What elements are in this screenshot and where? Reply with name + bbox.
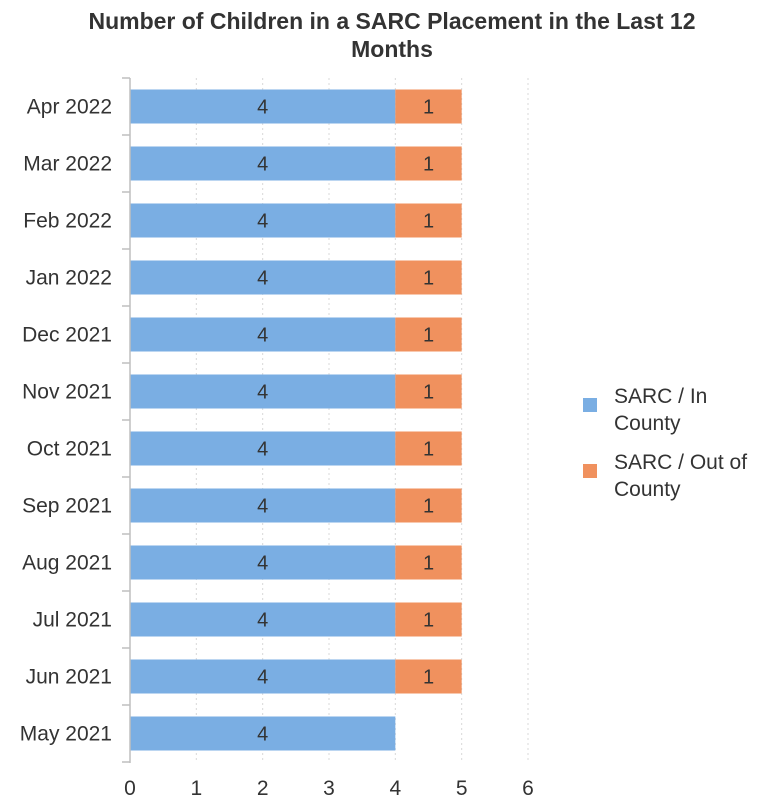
bar-segment bbox=[395, 89, 462, 124]
bar-segment bbox=[395, 146, 462, 181]
data-label: 4 bbox=[257, 439, 268, 461]
data-label: 1 bbox=[423, 325, 434, 347]
bar-segment bbox=[130, 146, 396, 181]
axes: 0 1 2 3 4 5 6 Apr 2022 Mar 2022 Feb 2022 Jan 2022 D… bbox=[20, 77, 534, 800]
y-category-label: Dec 2021 bbox=[22, 324, 112, 347]
bar-segment bbox=[395, 260, 462, 295]
data-label: 4 bbox=[257, 610, 268, 632]
y-category-label: Mar 2022 bbox=[23, 153, 112, 176]
x-tick-label: 6 bbox=[522, 777, 534, 800]
bar-segment bbox=[130, 431, 396, 466]
legend-swatch bbox=[583, 398, 597, 412]
legend: SARC / In County SARC / Out of County bbox=[583, 385, 747, 501]
bar-segment bbox=[395, 602, 462, 637]
y-category-label: Aug 2021 bbox=[22, 552, 112, 575]
y-category-label: Sep 2021 bbox=[22, 495, 112, 518]
y-category-label: Nov 2021 bbox=[22, 381, 112, 404]
data-label: 4 bbox=[257, 496, 268, 518]
data-label: 1 bbox=[423, 97, 434, 119]
y-category-label: Jul 2021 bbox=[33, 609, 112, 632]
y-category-label: Jun 2021 bbox=[26, 666, 112, 689]
y-category-label: Oct 2021 bbox=[27, 438, 112, 461]
bar-segment bbox=[130, 545, 396, 580]
legend-label: SARC / In bbox=[614, 385, 707, 408]
x-tick-label: 5 bbox=[456, 777, 468, 800]
legend-label: SARC / Out of bbox=[614, 451, 747, 474]
bars: 4 1 4 1 4 1 4 1 4 1 4 1 4 1 4 1 4 1 4 1 4 1 4 bbox=[130, 89, 462, 751]
legend-swatch bbox=[583, 464, 597, 478]
y-category-label: May 2021 bbox=[20, 723, 112, 746]
legend-label: County bbox=[614, 478, 681, 501]
bar-segment bbox=[395, 431, 462, 466]
data-label: 1 bbox=[423, 439, 434, 461]
data-label: 1 bbox=[423, 268, 434, 290]
x-tick-label: 3 bbox=[323, 777, 335, 800]
chart-title-line-2: Months bbox=[351, 36, 433, 62]
data-label: 1 bbox=[423, 553, 434, 575]
data-label: 1 bbox=[423, 667, 434, 689]
y-category-label: Apr 2022 bbox=[27, 96, 112, 119]
chart-title: Number of Children in a SARC Placement i… bbox=[88, 8, 695, 62]
x-tick-label: 0 bbox=[124, 777, 136, 800]
data-label: 1 bbox=[423, 496, 434, 518]
bar-segment bbox=[395, 374, 462, 409]
x-tick-label: 2 bbox=[257, 777, 269, 800]
data-label: 4 bbox=[257, 382, 268, 404]
bar-segment bbox=[130, 374, 396, 409]
bar-segment bbox=[130, 602, 396, 637]
gridlines bbox=[195, 78, 529, 763]
bar-segment bbox=[395, 488, 462, 523]
bar-segment bbox=[130, 659, 396, 694]
data-label: 4 bbox=[257, 553, 268, 575]
bar-segment bbox=[395, 545, 462, 580]
data-label: 1 bbox=[423, 382, 434, 404]
data-label: 1 bbox=[423, 211, 434, 233]
data-label: 4 bbox=[257, 97, 268, 119]
y-category-label: Feb 2022 bbox=[23, 210, 112, 233]
data-label: 4 bbox=[257, 154, 268, 176]
data-label: 4 bbox=[257, 268, 268, 290]
data-label: 4 bbox=[257, 211, 268, 233]
bar-segment bbox=[395, 203, 462, 238]
bar-segment bbox=[395, 317, 462, 352]
chart-title-line-1: Number of Children in a SARC Placement i… bbox=[88, 8, 695, 34]
bar-segment bbox=[130, 260, 396, 295]
x-tick-label: 4 bbox=[389, 777, 401, 800]
bar-segment bbox=[130, 716, 396, 751]
bar-segment bbox=[130, 488, 396, 523]
data-label: 1 bbox=[423, 154, 434, 176]
y-category-label: Jan 2022 bbox=[26, 267, 112, 290]
legend-label: County bbox=[614, 412, 681, 435]
bar-segment bbox=[395, 659, 462, 694]
data-label: 1 bbox=[423, 610, 434, 632]
x-tick-label: 1 bbox=[190, 777, 202, 800]
data-label: 4 bbox=[257, 667, 268, 689]
bar-segment bbox=[130, 317, 396, 352]
data-label: 4 bbox=[257, 325, 268, 347]
bar-segment bbox=[130, 203, 396, 238]
bar-segment bbox=[130, 89, 396, 124]
data-label: 4 bbox=[257, 724, 268, 746]
